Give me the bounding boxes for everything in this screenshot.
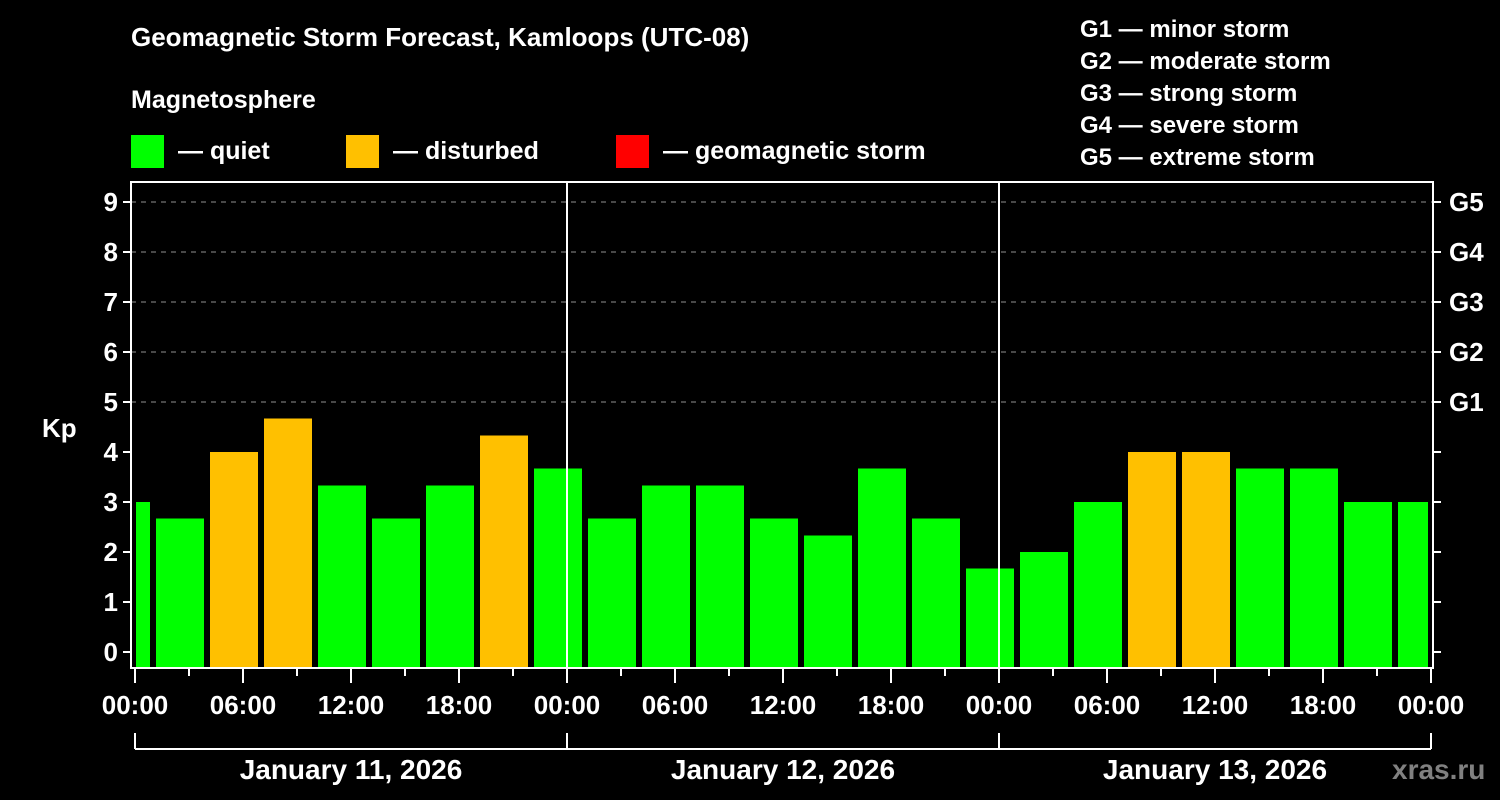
kp-bar: [1344, 502, 1392, 668]
g-tick-label: G1: [1449, 387, 1484, 417]
kp-bar: [804, 535, 852, 668]
g-tick-label: G3: [1449, 287, 1484, 317]
watermark: xras.ru: [1392, 754, 1486, 785]
g-tick-label: G2: [1449, 337, 1484, 367]
kp-bar: [1236, 468, 1284, 668]
g-tick-label: G5: [1449, 187, 1484, 217]
kp-bar: [1290, 468, 1338, 668]
disturbed-swatch-icon: [346, 134, 379, 168]
storm-swatch-icon: [616, 134, 649, 168]
x-tick-label: 18:00: [1289, 690, 1357, 720]
g5-legend: G5 — extreme storm: [1080, 144, 1315, 171]
x-tick-label: 06:00: [209, 690, 277, 720]
kp-bar: [318, 485, 366, 668]
x-tick-label: 12:00: [317, 690, 385, 720]
y-tick-label: 9: [103, 187, 118, 217]
y-tick-label: 2: [103, 537, 118, 567]
date-label: January 11, 2026: [239, 754, 463, 785]
kp-bar: [858, 468, 906, 668]
x-tick-label: 00:00: [1397, 690, 1465, 720]
kp-bar: [372, 518, 420, 668]
kp-bar: [480, 435, 528, 668]
kp-bar: [156, 518, 204, 668]
x-tick-label: 00:00: [101, 690, 169, 720]
kp-bar: [534, 468, 582, 668]
g2-legend: G2 — moderate storm: [1080, 48, 1331, 75]
y-tick-label: 6: [103, 337, 118, 367]
kp-bar: [912, 518, 960, 668]
g4-legend: G4 — severe storm: [1080, 112, 1299, 139]
legend-disturbed-label: — disturbed: [393, 136, 539, 165]
y-axis-label: Kp: [42, 413, 77, 443]
date-label: January 12, 2026: [670, 754, 896, 785]
kp-bar: [264, 418, 312, 668]
y-tick-label: 0: [103, 637, 118, 667]
quiet-swatch-icon: [131, 134, 164, 168]
kp-bar: [136, 502, 150, 668]
kp-bar: [642, 485, 690, 668]
kp-bar: [1182, 452, 1230, 668]
x-tick-label: 12:00: [1181, 690, 1249, 720]
x-tick-label: 00:00: [965, 690, 1033, 720]
y-tick-label: 3: [103, 487, 118, 517]
kp-bar: [966, 568, 1014, 668]
date-label: January 13, 2026: [1102, 754, 1328, 785]
legend-disturbed: — disturbed: [346, 134, 539, 168]
x-tick-label: 12:00: [749, 690, 817, 720]
kp-bar: [750, 518, 798, 668]
kp-bar: [588, 518, 636, 668]
g1-legend: G1 — minor storm: [1080, 16, 1290, 43]
x-tick-label: 06:00: [641, 690, 709, 720]
x-tick-label: 06:00: [1073, 690, 1141, 720]
chart-title: Geomagnetic Storm Forecast, Kamloops (UT…: [131, 22, 750, 52]
legend-quiet: — quiet: [131, 134, 270, 168]
legend-storm: — geomagnetic storm: [616, 134, 926, 168]
x-tick-label: 18:00: [425, 690, 493, 720]
legend-storm-label: — geomagnetic storm: [663, 136, 926, 165]
y-tick-label: 7: [103, 287, 118, 317]
g-tick-label: G4: [1449, 237, 1484, 267]
x-tick-label: 00:00: [533, 690, 601, 720]
kp-bar: [1128, 452, 1176, 668]
y-tick-label: 8: [103, 237, 118, 267]
kp-bar: [696, 485, 744, 668]
legend-subtitle: Magnetosphere: [131, 86, 316, 114]
legend-quiet-label: — quiet: [178, 136, 270, 165]
x-tick-label: 18:00: [857, 690, 925, 720]
kp-bar: [426, 485, 474, 668]
kp-bar: [1398, 502, 1428, 668]
kp-bar: [1020, 552, 1068, 668]
g3-legend: G3 — strong storm: [1080, 80, 1298, 107]
kp-bar: [210, 452, 258, 668]
kp-bar: [1074, 502, 1122, 668]
g-scale-legend: G1 — minor storm G2 — moderate storm G3 …: [1080, 14, 1331, 174]
y-tick-label: 5: [103, 387, 118, 417]
y-tick-label: 4: [103, 437, 118, 467]
y-tick-label: 1: [103, 587, 118, 617]
